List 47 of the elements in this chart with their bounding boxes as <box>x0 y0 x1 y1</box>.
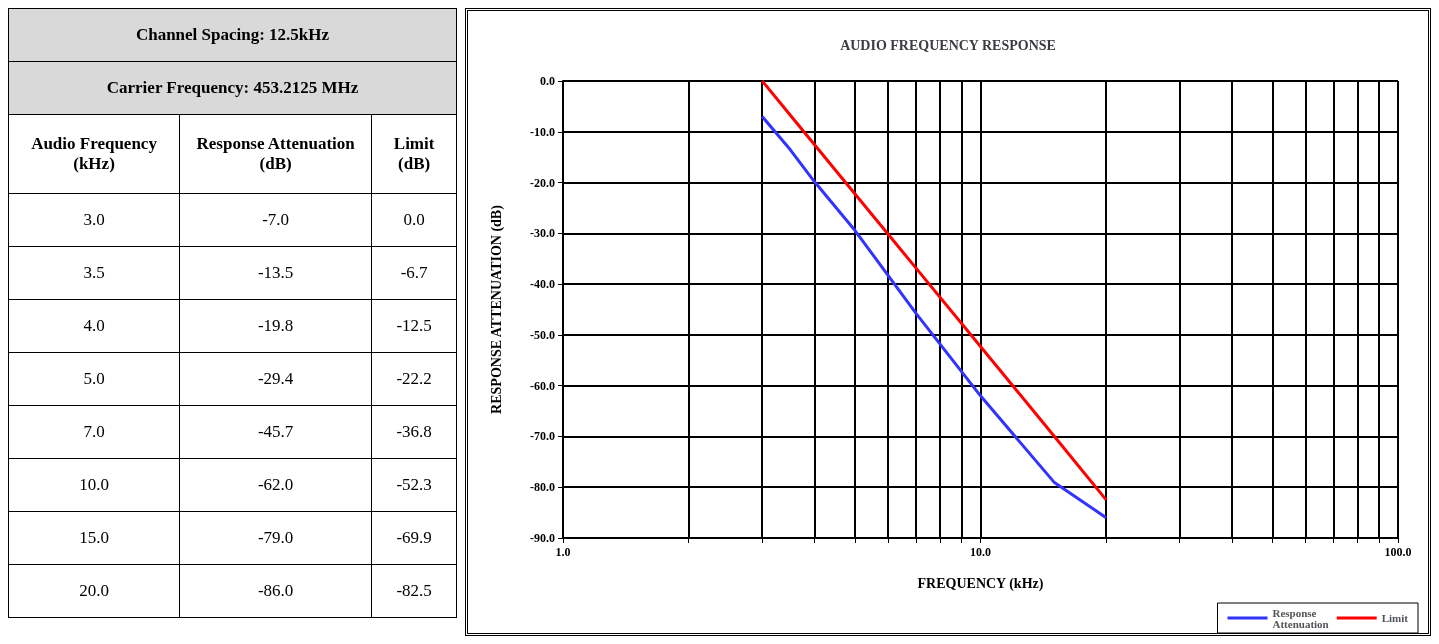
text: -45.7 <box>179 405 372 459</box>
legend-label: Response Attenuation <box>1272 606 1329 630</box>
text: 10.0 <box>8 458 180 512</box>
text: -69.9 <box>371 511 457 565</box>
text: -7.0 <box>179 193 372 247</box>
text: 5.0 <box>8 352 180 406</box>
text: -6.7 <box>371 246 457 300</box>
text: Limit (dB) <box>371 114 457 194</box>
text: 4.0 <box>8 299 180 353</box>
y-tick-label: -10.0 <box>530 124 555 139</box>
x-axis-title: FREQUENCY (kHz) <box>917 575 1044 592</box>
y-tick-label: -90.0 <box>530 531 555 545</box>
y-tick-label: -20.0 <box>530 175 555 190</box>
y-tick-label: -70.0 <box>530 429 555 444</box>
text: -13.5 <box>179 246 372 300</box>
text: Response Attenuation (dB) <box>179 114 372 194</box>
text: Carrier Frequency: 453.2125 MHz <box>8 61 457 115</box>
text: 20.0 <box>8 564 180 618</box>
text: 7.0 <box>8 405 180 459</box>
text: -12.5 <box>371 299 457 353</box>
text: -36.8 <box>371 405 457 459</box>
legend-label: Limit <box>1381 612 1409 624</box>
text: -62.0 <box>179 458 372 512</box>
y-tick-label: -40.0 <box>530 277 555 292</box>
x-tick-label: 10.0 <box>970 545 991 559</box>
text: Channel Spacing: 12.5kHz <box>8 8 457 62</box>
text: -86.0 <box>179 564 372 618</box>
x-tick-label: 100.0 <box>1384 545 1412 559</box>
text: -29.4 <box>179 352 372 406</box>
x-tick-label: 1.0 <box>555 545 571 559</box>
text: -52.3 <box>371 458 457 512</box>
text: 0.0 <box>371 193 457 247</box>
text: Audio Frequency (kHz) <box>8 114 180 194</box>
y-tick-label: -60.0 <box>530 378 555 393</box>
y-tick-label: -30.0 <box>530 226 555 241</box>
text: -19.8 <box>179 299 372 353</box>
chart-title: AUDIO FREQUENCY RESPONSE <box>840 37 1056 53</box>
text: 15.0 <box>8 511 180 565</box>
y-tick-label: -50.0 <box>530 327 555 342</box>
y-tick-label: -80.0 <box>530 480 555 495</box>
text: -82.5 <box>371 564 457 618</box>
text: -79.0 <box>179 511 372 565</box>
text: 3.0 <box>8 193 180 247</box>
text: 3.5 <box>8 246 180 300</box>
y-axis-title: RESPONSE ATTENUATION (dB) <box>488 204 505 414</box>
y-tick-label: 0.0 <box>540 74 555 88</box>
text: -22.2 <box>371 352 457 406</box>
